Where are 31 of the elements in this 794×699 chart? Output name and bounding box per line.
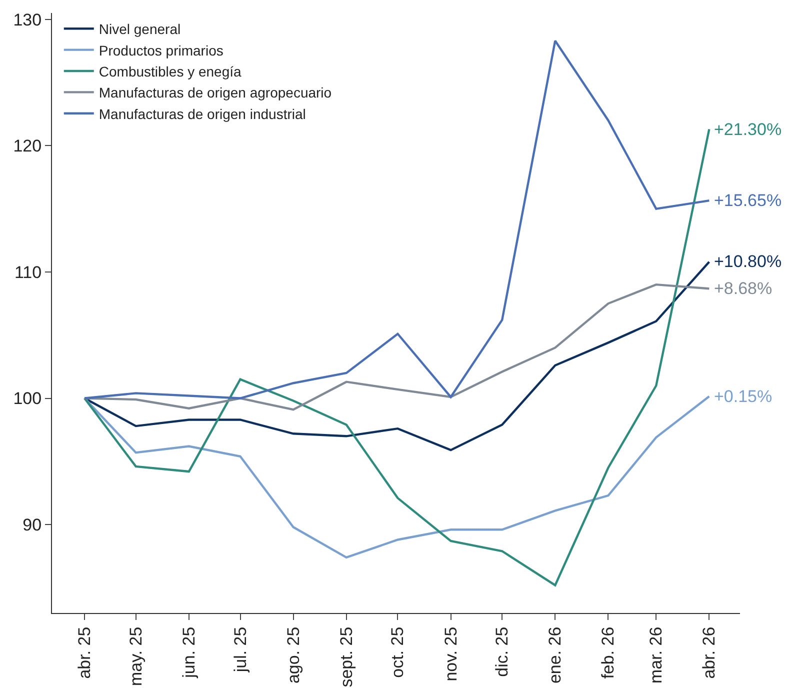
x-tick-label: abr. 26 xyxy=(700,626,719,679)
y-tick-label: 120 xyxy=(13,136,42,156)
x-tick-label: jun. 25 xyxy=(179,626,198,679)
x-tick-label: abr. 25 xyxy=(75,626,94,679)
annotation: +21.30% xyxy=(714,120,782,139)
legend-label: Productos primarios xyxy=(98,42,224,58)
legend-label: Manufacturas de origen industrial xyxy=(98,106,306,122)
x-tick-label: nov. 25 xyxy=(441,626,460,682)
x-tick-label: ago. 25 xyxy=(284,626,303,684)
legend-label: Manufacturas de origen agropecuario xyxy=(98,84,332,101)
x-tick-label: sept. 25 xyxy=(336,626,356,688)
annotation: +0.15% xyxy=(714,387,772,406)
line-series xyxy=(83,40,710,400)
line-series xyxy=(83,283,710,411)
x-tick-label: feb. 26 xyxy=(598,626,618,679)
legend-label: Combustibles y enegía xyxy=(98,63,242,80)
x-tick-label: may. 25 xyxy=(126,626,146,686)
y-tick-label: 110 xyxy=(14,262,42,282)
y-tick-label: 90 xyxy=(22,516,42,535)
annotation: +15.65% xyxy=(714,191,782,210)
legend-label: Nivel general xyxy=(98,21,181,38)
x-tick-label: ene. 26 xyxy=(546,626,565,684)
x-tick-label: mar. 26 xyxy=(646,626,666,684)
annotation: +8.68% xyxy=(714,279,772,298)
annotation: +10.80% xyxy=(714,252,782,271)
y-tick-label: 130 xyxy=(13,10,42,30)
x-tick-label: jul. 25 xyxy=(230,626,250,674)
line-series xyxy=(83,128,710,586)
y-tick-label: 100 xyxy=(13,389,42,408)
x-tick-label: dic. 25 xyxy=(492,626,512,677)
x-tick-label: oct. 25 xyxy=(388,626,408,678)
